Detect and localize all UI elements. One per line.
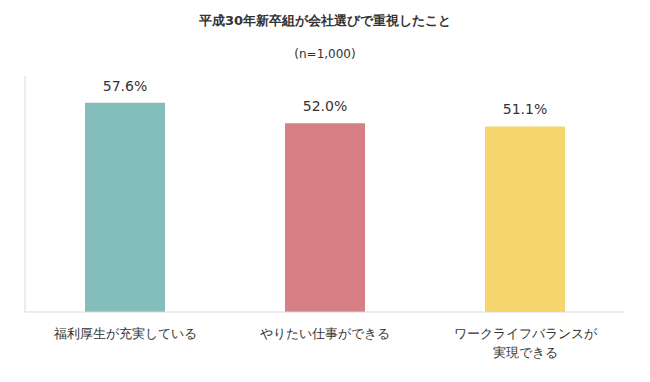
- svg-text:52.0%: 52.0%: [303, 98, 347, 114]
- svg-text:ワークライフバランスが: ワークライフバランスが: [454, 326, 598, 341]
- svg-text:51.1%: 51.1%: [503, 101, 547, 117]
- html-text:平成30年新卒組が会社選びで重視したこと: 平成30年新卒組が会社選びで重視したこと: [199, 13, 451, 28]
- html-text:(n=1,000): (n=1,000): [294, 47, 356, 61]
- svg-text:57.6%: 57.6%: [103, 78, 147, 94]
- svg-text:実現できる: 実現できる: [493, 345, 558, 360]
- svg-text:やりたい仕事ができる: やりたい仕事ができる: [260, 326, 390, 341]
- svg-text:福利厚生が充実している: 福利厚生が充実している: [54, 326, 197, 341]
